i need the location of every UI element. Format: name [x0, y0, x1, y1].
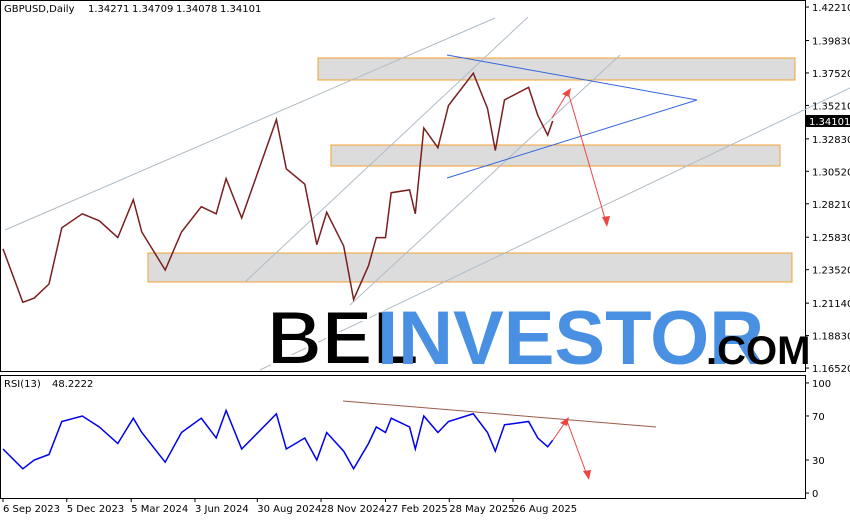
zone [147, 252, 793, 283]
series-line [2, 408, 554, 471]
y-tick-label: 1.42210 [812, 3, 850, 14]
y-tick-label: 1.39830 [812, 36, 850, 47]
plot [2, 71, 554, 471]
y-tick-label: 1.23520 [812, 266, 850, 277]
x-tick-label: 27 Feb 2025 [386, 504, 448, 515]
rsi-current: 48.2222 [52, 379, 93, 390]
price-tag-label: 1.34101 [809, 117, 850, 128]
y-tick-label: 1.28210 [812, 200, 850, 211]
watermark: .COM [706, 329, 810, 373]
watermark: INVESTOR [377, 296, 764, 381]
trend-line [342, 400, 657, 428]
series-line [2, 71, 554, 304]
rsi-title: RSI(13) [4, 379, 41, 390]
x-tick-label: 28 Nov 2024 [321, 504, 385, 515]
y-tick-label: 0 [812, 489, 818, 500]
y-tick-label: 30 [812, 456, 825, 467]
y-tick-label: 100 [812, 379, 831, 390]
trend-line [446, 99, 698, 179]
x-tick-label: 30 Aug 2024 [257, 504, 321, 515]
x-tick-label: 26 Aug 2025 [513, 504, 577, 515]
ohlc-open: 1.34271 [88, 4, 129, 15]
y-tick-label: 1.16520 [812, 364, 850, 375]
arrow-head [602, 216, 610, 227]
zone [317, 57, 796, 81]
watermark: BEL [267, 296, 419, 381]
channel-line [349, 54, 621, 306]
y-tick-label: 1.32830 [812, 135, 850, 146]
drawings [4, 16, 850, 480]
y-tick-label: 1.18830 [812, 332, 850, 343]
ohlc-high: 1.34709 [132, 4, 173, 15]
ohlc-close: 1.34101 [220, 4, 261, 15]
arrow-head [560, 417, 569, 426]
arrow [567, 91, 607, 223]
price-tag [806, 114, 850, 127]
y-tick-label: 1.30520 [812, 167, 850, 178]
arrow [566, 420, 588, 476]
x-tick-label: 5 Dec 2023 [67, 504, 125, 515]
x-tick-label: 6 Sep 2023 [3, 504, 60, 515]
arrow [551, 91, 569, 119]
y-tick-label: 1.37520 [812, 69, 850, 80]
ohlc-low: 1.34078 [176, 4, 217, 15]
y-tick-label: 1.21140 [812, 299, 850, 310]
y-tick-label: 1.35210 [812, 101, 850, 112]
symbol: GBPUSD,Daily [4, 4, 75, 15]
trend-line [446, 54, 698, 101]
x-tick-label: 3 Jun 2024 [195, 504, 249, 515]
channel-line [259, 87, 850, 371]
x-tick-label: 5 Mar 2024 [131, 504, 188, 515]
y-tick-label: 1.25830 [812, 233, 850, 244]
arrow-head [583, 470, 591, 480]
channel-line [4, 17, 496, 231]
zone [330, 144, 781, 167]
rsi-pane [0, 375, 806, 499]
y-tick-label: 70 [812, 412, 825, 423]
x-tick-label: 28 May 2025 [449, 504, 514, 515]
